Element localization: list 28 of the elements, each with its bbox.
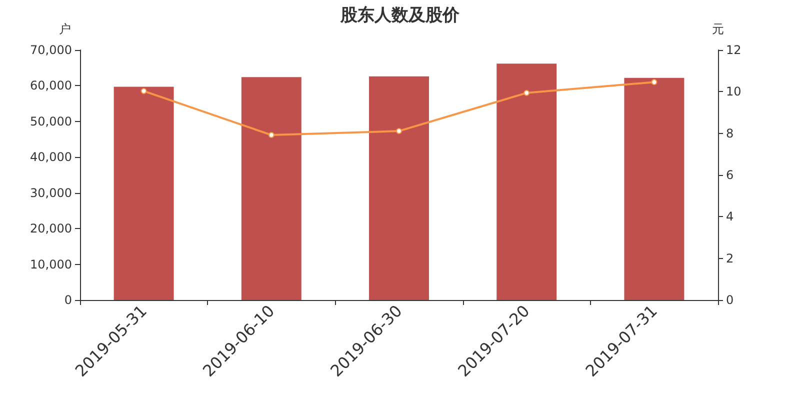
point — [524, 90, 530, 96]
y2-tick-label: 0 — [726, 293, 734, 307]
point — [651, 79, 658, 86]
y-tick-label: 60,000 — [30, 78, 72, 93]
y2-tick-label: 2 — [726, 251, 734, 266]
bar — [241, 77, 302, 300]
y-tick-label: 20,000 — [30, 222, 72, 236]
chart-title: 股东人数及股价 — [340, 6, 460, 26]
y-tick-label: 30,000 — [30, 186, 72, 200]
y2-tick-label: 6 — [726, 168, 734, 182]
y-tick-label: 10,000 — [30, 257, 72, 272]
y2-axis-title: 元 — [712, 22, 724, 36]
bar — [624, 78, 684, 300]
y2-tick-label: 8 — [726, 126, 734, 140]
y-tick-label: 50,000 — [30, 114, 72, 128]
bar — [496, 64, 557, 300]
point — [268, 132, 274, 138]
bar — [369, 76, 429, 300]
y2-tick-label: 12 — [726, 43, 742, 57]
point — [396, 128, 402, 134]
y-tick-label: 0 — [64, 293, 72, 307]
y-tick-label: 40,000 — [30, 150, 72, 164]
y2-tick-label: 10 — [726, 84, 742, 99]
bar — [114, 86, 174, 300]
point — [140, 88, 147, 94]
y-tick-label: 70,000 — [30, 43, 72, 57]
y-axis-title: 户 — [59, 22, 71, 36]
y2-tick-label: 4 — [726, 210, 734, 224]
